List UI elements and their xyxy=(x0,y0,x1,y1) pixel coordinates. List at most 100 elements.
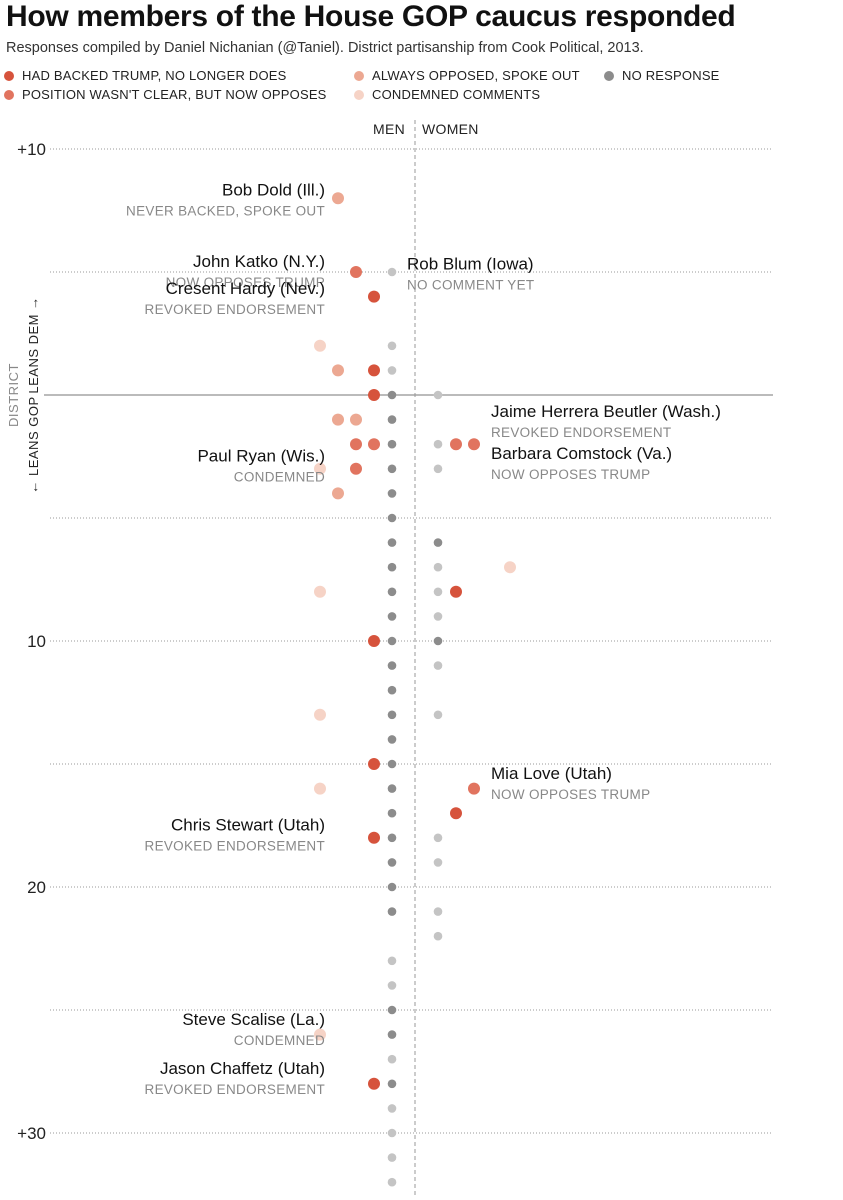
member-name-label: John Katko (N.Y.) xyxy=(193,252,325,271)
data-point xyxy=(387,882,397,892)
data-point xyxy=(387,1128,397,1138)
data-point xyxy=(350,413,362,426)
data-point xyxy=(387,759,397,769)
column-label-men: MEN xyxy=(373,121,405,137)
data-point xyxy=(387,489,397,498)
member-status-label: REVOKED ENDORSEMENT xyxy=(145,1082,325,1097)
grid-layer: MEN WOMEN +10 10 20 +30 LEANS DEM → ← LEANS GOP… xyxy=(6,120,773,1195)
data-point xyxy=(433,390,443,400)
data-point xyxy=(314,339,326,352)
y-tick-label: 20 xyxy=(27,878,46,897)
legend-label-condemned: CONDEMNED COMMENTS xyxy=(372,87,541,102)
data-point xyxy=(433,636,443,646)
data-point xyxy=(387,612,397,621)
data-point xyxy=(368,1077,380,1090)
y-tick-label: +10 xyxy=(17,140,46,159)
data-point xyxy=(387,267,397,277)
member-name-label: Jaime Herrera Beutler (Wash.) xyxy=(491,402,721,421)
member-status-label: NOW OPPOSES TRUMP xyxy=(166,275,325,290)
labels-layer: Bob Dold (Ill.) NEVER BACKED, SPOKE OUT Jo… xyxy=(126,181,721,1097)
data-point xyxy=(368,758,380,770)
legend-item-unclear: POSITION WASN'T CLEAR, BUT NOW OPPOSES xyxy=(4,87,327,102)
member-name-label: Chris Stewart (Utah) xyxy=(171,815,325,834)
data-point xyxy=(387,685,397,695)
member-status-label: REVOKED ENDORSEMENT xyxy=(145,838,325,853)
side-label-leans-gop: ← LEANS GOP xyxy=(26,396,41,493)
member-name-label: Jason Chaffetz (Utah) xyxy=(160,1059,325,1078)
data-point xyxy=(387,341,397,351)
legend-label-none: NO RESPONSE xyxy=(622,68,720,83)
data-point xyxy=(332,413,344,426)
member-name-label: Cresent Hardy (Nev.) xyxy=(166,279,325,298)
chart-title: How members of the House GOP caucus resp… xyxy=(6,0,736,33)
legend-label-always: ALWAYS OPPOSED, SPOKE OUT xyxy=(372,68,580,83)
legend-item-always: ALWAYS OPPOSED, SPOKE OUT xyxy=(354,68,580,83)
data-point xyxy=(387,1005,397,1015)
data-point xyxy=(332,487,344,500)
data-point xyxy=(387,1030,397,1039)
side-label-district-group: DISTRICT xyxy=(6,363,21,427)
data-point xyxy=(387,1054,397,1064)
member-name-label: Bob Dold (Ill.) xyxy=(222,181,325,200)
data-point xyxy=(433,931,443,941)
member-status-label: NO COMMENT YET xyxy=(407,278,534,293)
member-name-label: Steve Scalise (La.) xyxy=(182,1010,325,1029)
data-point xyxy=(433,439,443,449)
data-point xyxy=(433,538,443,547)
member-status-label: CONDEMNED xyxy=(234,1033,325,1048)
data-point xyxy=(468,438,480,451)
data-point xyxy=(387,833,397,843)
data-point xyxy=(387,710,397,720)
data-point xyxy=(433,464,443,474)
member-status-label: CONDEMNED xyxy=(234,469,325,484)
member-status-label: NOW OPPOSES TRUMP xyxy=(491,467,650,482)
data-point xyxy=(433,710,443,720)
data-point xyxy=(387,735,397,744)
side-label-bottom-group: ← LEANS GOP xyxy=(26,396,41,493)
legend-label-unclear: POSITION WASN'T CLEAR, BUT NOW OPPOSES xyxy=(22,87,327,102)
legend-label-backed: HAD BACKED TRUMP, NO LONGER DOES xyxy=(22,68,287,83)
data-point xyxy=(387,808,397,818)
data-point xyxy=(468,782,480,795)
data-point xyxy=(387,415,397,424)
data-point xyxy=(387,661,397,670)
side-label-top-group: LEANS DEM → xyxy=(26,296,41,393)
legend-swatch-condemned xyxy=(354,90,364,100)
data-point xyxy=(433,562,443,572)
member-name-label: Mia Love (Utah) xyxy=(491,764,612,783)
member-name-label: Barbara Comstock (Va.) xyxy=(491,444,672,463)
data-point xyxy=(368,635,380,647)
data-point xyxy=(332,364,344,377)
legend-swatch-none xyxy=(604,71,614,81)
legend-swatch-always xyxy=(354,71,364,81)
data-point xyxy=(387,1104,397,1113)
legend-item-backed: HAD BACKED TRUMP, NO LONGER DOES xyxy=(4,68,287,83)
data-point xyxy=(350,266,362,278)
data-point xyxy=(387,636,397,646)
side-label-leans-dem: LEANS DEM → xyxy=(26,296,41,393)
chart-subtitle: Responses compiled by Daniel Nichanian (… xyxy=(6,40,644,56)
data-point xyxy=(387,1079,397,1089)
data-point xyxy=(450,807,462,820)
data-point xyxy=(387,366,397,375)
member-name-label: Rob Blum (Iowa) xyxy=(407,255,534,274)
data-point xyxy=(314,708,326,721)
points-layer xyxy=(314,192,516,1187)
data-point xyxy=(433,587,443,597)
data-point xyxy=(387,513,397,523)
data-point xyxy=(368,831,380,844)
data-point xyxy=(433,833,443,843)
data-point xyxy=(350,462,362,475)
data-point xyxy=(450,438,462,451)
data-point xyxy=(433,661,443,670)
data-point xyxy=(387,562,397,572)
data-point xyxy=(387,439,397,449)
data-point xyxy=(350,438,362,451)
legend-item-none: NO RESPONSE xyxy=(604,68,720,83)
member-name-label: Paul Ryan (Wis.) xyxy=(197,446,325,465)
data-point xyxy=(387,587,397,597)
member-status-label: REVOKED ENDORSEMENT xyxy=(145,302,325,317)
data-point xyxy=(368,290,380,303)
data-point xyxy=(387,956,397,966)
